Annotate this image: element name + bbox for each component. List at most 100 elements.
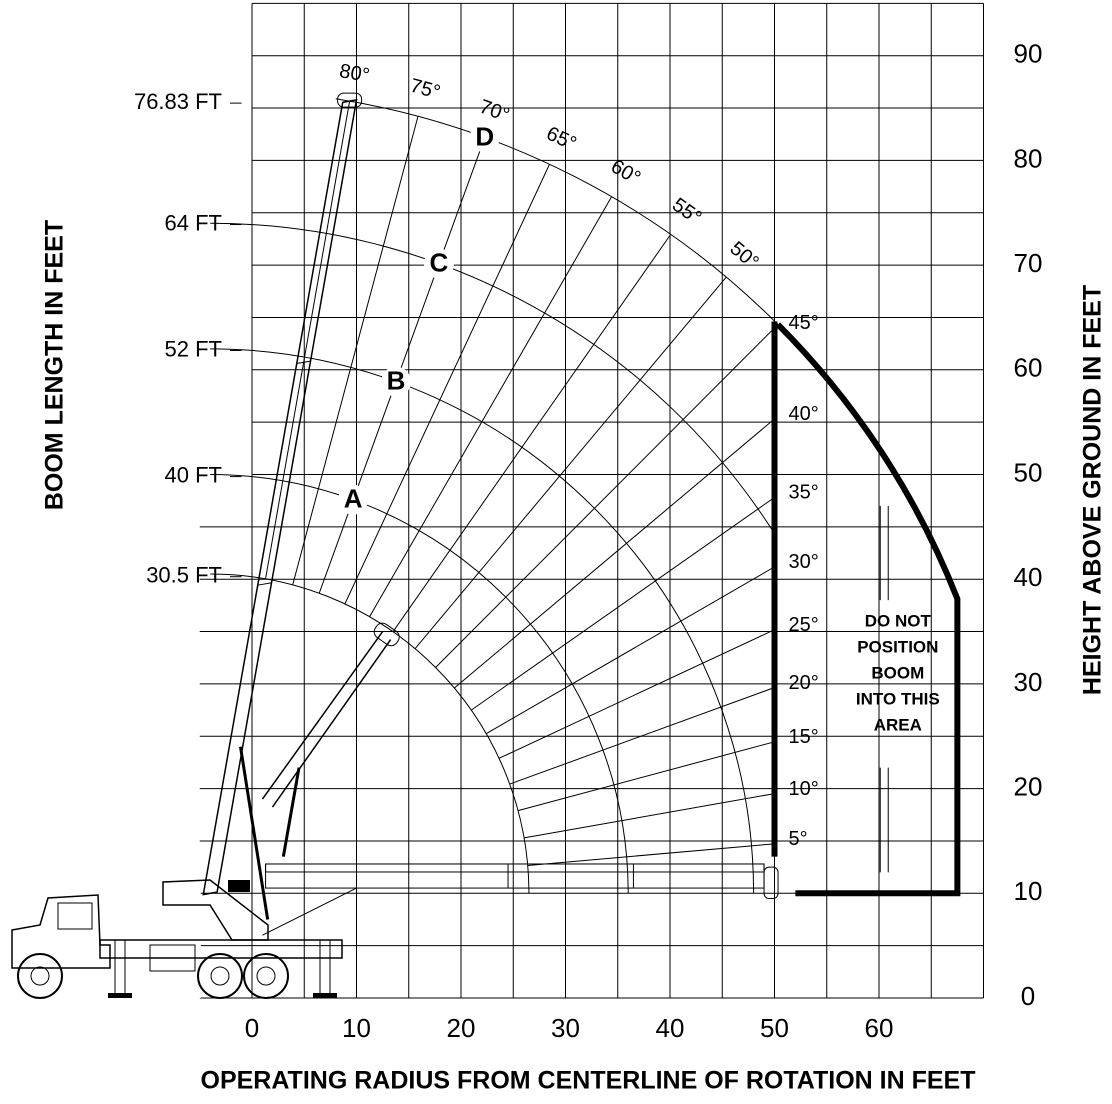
wheel — [17, 953, 63, 999]
outrigger-leg — [319, 939, 331, 996]
angle-label: 20° — [789, 672, 819, 694]
angle-ray — [369, 196, 613, 617]
outrigger-brace — [262, 887, 357, 936]
grid — [199, 2, 984, 999]
zone-edge — [775, 322, 961, 897]
angle-label: 65° — [543, 123, 580, 156]
angle-ray — [318, 137, 486, 594]
angle-ray — [485, 566, 775, 735]
angle-label: 5° — [789, 828, 808, 850]
x-tick-label: 60 — [865, 1013, 894, 1043]
warning-text: DO NOT — [865, 611, 932, 630]
y-tick-label: 0 — [1021, 981, 1035, 1011]
angle-ray — [265, 101, 351, 579]
x-tick-label: 0 — [245, 1013, 259, 1043]
section-bg — [423, 248, 454, 279]
jib — [271, 639, 392, 808]
boom — [202, 98, 358, 896]
y-left-axis-label: BOOM LENGTH IN FEET — [41, 220, 69, 510]
angle-ray — [435, 327, 775, 668]
angle-label: 15° — [789, 726, 819, 748]
y-right-axis-label: HEIGHT ABOVE GROUND IN FEET — [1079, 285, 1107, 695]
turret — [162, 879, 269, 941]
x-tick-label: 50 — [760, 1013, 789, 1043]
y-tick-label: 70 — [1014, 248, 1043, 278]
x-tick-label: 30 — [551, 1013, 580, 1043]
truck-window — [57, 902, 93, 930]
y-tick-label: 50 — [1014, 457, 1043, 487]
angle-ray — [509, 687, 775, 785]
outrigger-beam — [265, 863, 765, 873]
section-label: A — [344, 484, 363, 514]
angle-label: 30° — [789, 551, 819, 573]
y-tick-label: 60 — [1014, 353, 1043, 383]
section-bg — [381, 366, 412, 397]
boom-section — [296, 360, 311, 364]
jib — [261, 631, 384, 800]
angle-ray — [498, 629, 775, 759]
section-label: B — [387, 366, 406, 396]
x-tick-label: 10 — [342, 1013, 371, 1043]
wheel — [243, 953, 289, 999]
x-axis-label: OPERATING RADIUS FROM CENTERLINE OF ROTA… — [201, 1067, 976, 1095]
angle-label: 75° — [408, 75, 443, 104]
angle-label: 10° — [789, 778, 819, 800]
section-bg — [338, 484, 369, 515]
y-tick-label: 90 — [1014, 39, 1043, 69]
truck-cab — [11, 894, 111, 969]
boom-section — [257, 582, 272, 586]
boom-length-label: 52 FT — [165, 336, 222, 361]
hub — [30, 966, 50, 986]
outrigger-foot — [313, 993, 337, 998]
warning-text: INTO THIS — [856, 689, 940, 708]
x-tick-label: 40 — [656, 1013, 685, 1043]
angle-ray — [454, 418, 775, 689]
angle-ray — [392, 234, 672, 633]
angle-ray — [527, 843, 775, 866]
angle-ray — [344, 164, 550, 605]
jib-cylinder — [281, 767, 301, 857]
lift-cylinder — [239, 746, 270, 920]
boom-arc — [335, 98, 779, 325]
hub — [256, 966, 276, 986]
y-tick-label: 30 — [1014, 667, 1043, 697]
truck-box — [149, 944, 196, 972]
boom-arc — [210, 222, 775, 534]
angle-label: 40° — [789, 403, 819, 425]
angle-ray — [523, 793, 775, 839]
outrigger-foot — [108, 993, 132, 998]
x-tick-label: 20 — [447, 1013, 476, 1043]
y-tick-label: 10 — [1014, 876, 1043, 906]
angle-ray — [292, 116, 419, 585]
angle-label: 50° — [726, 238, 763, 274]
warning-text: AREA — [874, 715, 922, 734]
jib-tip — [373, 622, 400, 647]
angle-label: 25° — [789, 614, 819, 636]
turret-coil — [228, 880, 250, 892]
angle-label: 55° — [668, 194, 705, 229]
wheel — [197, 953, 243, 999]
warning-text: POSITION — [857, 637, 938, 656]
angle-label: 80° — [338, 60, 372, 87]
section-label: C — [430, 248, 449, 278]
hub — [210, 966, 230, 986]
angle-ray — [414, 276, 727, 649]
geometry — [0, 92, 961, 999]
y-tick-label: 40 — [1014, 562, 1043, 592]
y-tick-label: 20 — [1014, 771, 1043, 801]
angle-ray — [470, 497, 775, 711]
boom-tip — [337, 92, 363, 108]
truck-body — [99, 939, 343, 959]
outrigger-pad — [763, 866, 779, 900]
boom-length-label: 76.83 FT — [134, 89, 222, 114]
angle-label: 45° — [789, 312, 819, 334]
angle-label: 35° — [789, 482, 819, 504]
boom-length-label: 40 FT — [165, 462, 222, 487]
boom-length-label: 30.5 FT — [146, 563, 222, 588]
warning-text: BOOM — [871, 663, 924, 682]
ground-mask — [0, 851, 201, 998]
section-label: D — [475, 121, 494, 151]
y-tick-label: 80 — [1014, 143, 1043, 173]
